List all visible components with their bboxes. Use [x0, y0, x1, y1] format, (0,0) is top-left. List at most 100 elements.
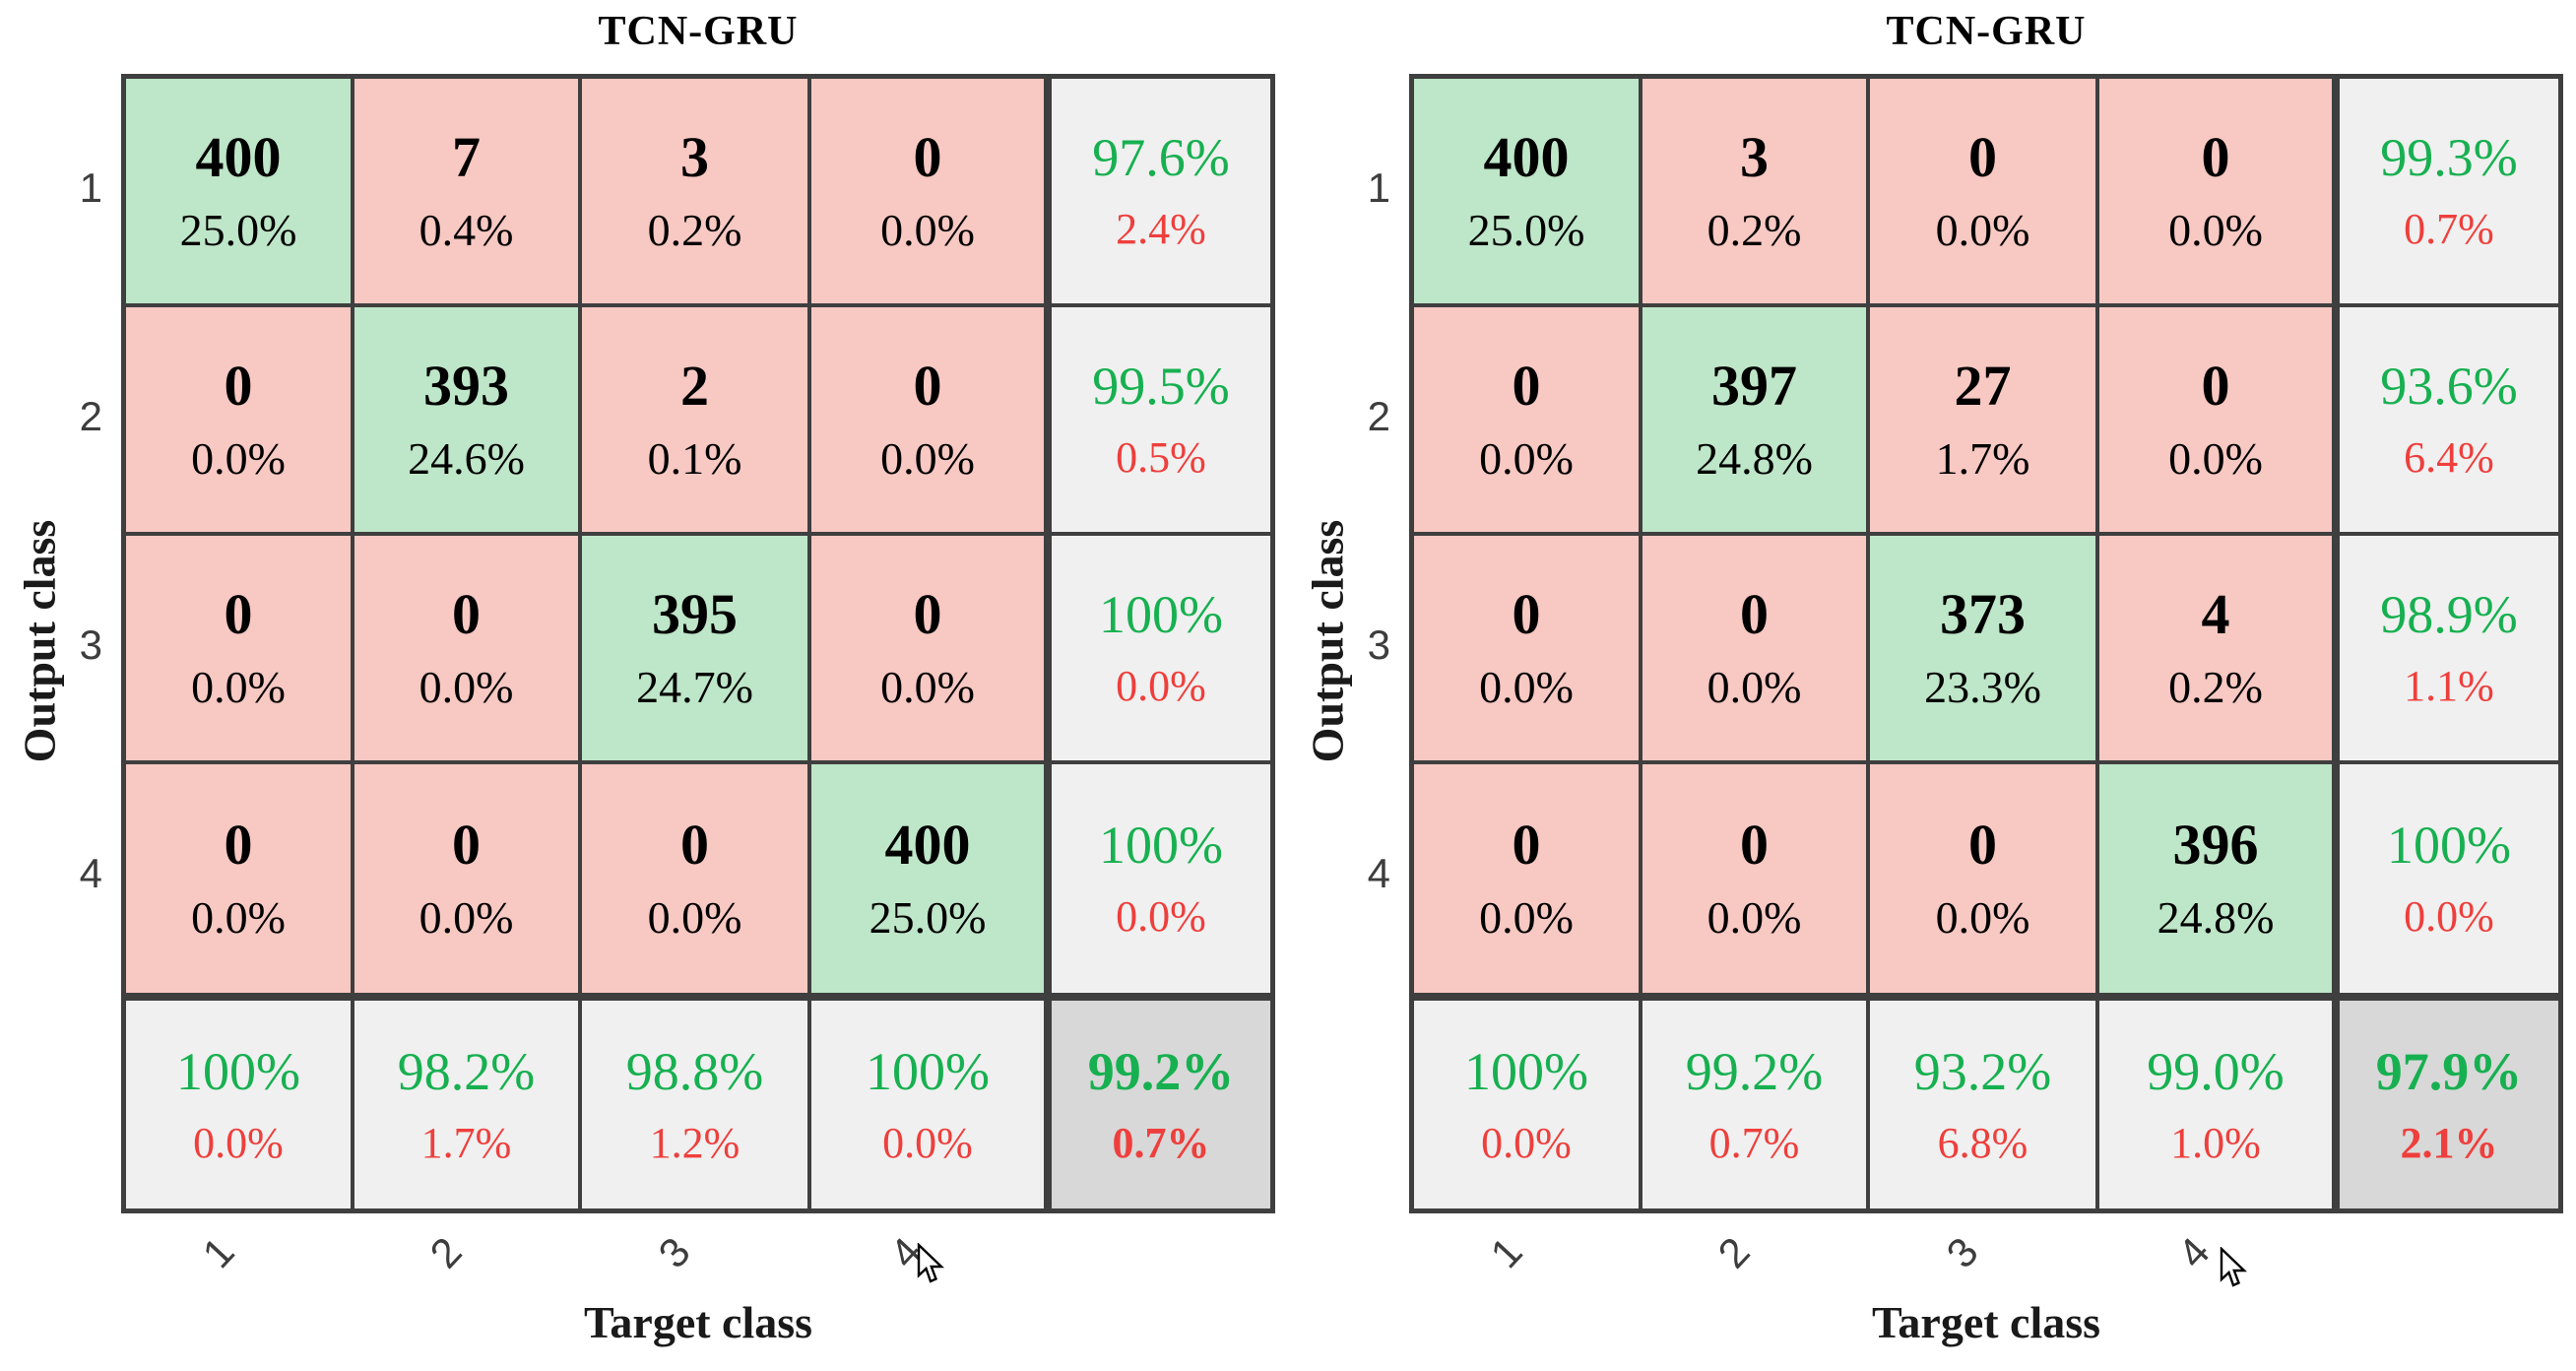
- matrix-cell: 0 0.0%: [2099, 79, 2332, 307]
- row-summary-cell: 99.3% 0.7%: [2332, 79, 2558, 307]
- cell-percent: 0.4%: [419, 205, 514, 255]
- col-summary-cell: 93.2% 6.8%: [1870, 993, 2099, 1208]
- row-summary-cell: 93.6% 6.4%: [2332, 307, 2558, 536]
- cell-percent: 0.0%: [1479, 892, 1574, 943]
- cell-count: 0: [1512, 582, 1541, 646]
- summary-green-percent: 98.9%: [2380, 585, 2518, 644]
- confusion-grid: 400 25.0% 3 0.2% 0 0.0% 0 0.0% 99.3% 0.7% 0 0.0% 397…: [1409, 74, 2563, 1213]
- cell-count: 0: [1968, 813, 1997, 877]
- x-axis-label: Target class: [583, 1297, 813, 1347]
- confusion-matrix-panel-right: TCN-GRU Output class Target class 1 2 3 4 1 2 3 4 4…: [1288, 0, 2576, 1371]
- cell-percent: 0.0%: [191, 433, 286, 484]
- cell-percent: 0.0%: [1479, 433, 1574, 484]
- cell-percent: 0.2%: [647, 205, 742, 255]
- summary-red-percent: 0.0%: [1116, 892, 1206, 941]
- cell-count: 0: [913, 125, 942, 189]
- cell-percent: 0.0%: [880, 662, 975, 712]
- matrix-cell: 0 0.0%: [811, 79, 1044, 307]
- cell-percent: 0.0%: [1935, 205, 2030, 255]
- x-axis-label: Target class: [1871, 1297, 2101, 1347]
- matrix-cell: 0 0.0%: [126, 764, 354, 993]
- summary-red-percent: 0.0%: [1481, 1118, 1572, 1167]
- y-tick-label: 2: [79, 393, 102, 439]
- y-tick-label: 1: [1367, 164, 1390, 211]
- cell-percent: 24.7%: [636, 662, 753, 712]
- chart-title: TCN-GRU: [1886, 9, 2087, 54]
- cell-count: 0: [1968, 125, 1997, 189]
- cell-percent: 24.8%: [1696, 433, 1813, 484]
- cell-count: 0: [2201, 354, 2230, 418]
- cell-percent: 0.0%: [1935, 892, 2030, 943]
- matrix-cell: 393 24.6%: [354, 307, 582, 536]
- matrix-cell: 3 0.2%: [1642, 79, 1870, 307]
- summary-red-percent: 6.8%: [1937, 1118, 2029, 1167]
- cell-count: 0: [224, 354, 253, 418]
- cell-count: 396: [2172, 813, 2259, 877]
- col-summary-cell: 98.2% 1.7%: [354, 993, 582, 1208]
- cell-count: 0: [1740, 582, 1769, 646]
- matrix-cell: 373 23.3%: [1870, 536, 2099, 764]
- matrix-cell: 0 0.0%: [1414, 764, 1642, 993]
- matrix-cell: 0 0.0%: [1414, 536, 1642, 764]
- overall-accuracy-cell: 99.2% 0.7%: [1044, 993, 1270, 1208]
- cell-percent: 23.3%: [1924, 662, 2041, 712]
- col-summary-cell: 99.2% 0.7%: [1642, 993, 1870, 1208]
- row-summary-cell: 100% 0.0%: [2332, 764, 2558, 993]
- summary-green-percent: 99.3%: [2380, 128, 2518, 187]
- summary-green-percent: 99.2%: [1685, 1041, 1824, 1101]
- matrix-cell: 2 0.1%: [582, 307, 811, 536]
- cell-percent: 0.0%: [880, 205, 975, 255]
- matrix-cell: 395 24.7%: [582, 536, 811, 764]
- matrix-cell: 0 0.0%: [811, 536, 1044, 764]
- cell-percent: 25.0%: [179, 205, 297, 255]
- summary-red-percent: 0.7%: [2404, 205, 2494, 253]
- cell-count: 0: [913, 354, 942, 418]
- matrix-cell: 0 0.0%: [582, 764, 811, 993]
- matrix-cell: 0 0.0%: [1642, 764, 1870, 993]
- summary-red-percent: 1.0%: [2170, 1118, 2261, 1167]
- summary-red-percent: 0.7%: [1708, 1118, 1800, 1167]
- cell-percent: 0.0%: [1707, 662, 1802, 712]
- row-summary-cell: 100% 0.0%: [1044, 764, 1270, 993]
- matrix-cell: 0 0.0%: [354, 764, 582, 993]
- row-summary-cell: 97.6% 2.4%: [1044, 79, 1270, 307]
- cell-percent: 0.0%: [1707, 892, 1802, 943]
- y-tick-label: 3: [1367, 621, 1390, 668]
- matrix-cell: 3 0.2%: [582, 79, 811, 307]
- cell-count: 3: [680, 125, 709, 189]
- summary-green-percent: 93.6%: [2380, 357, 2518, 416]
- summary-red-percent: 1.7%: [420, 1118, 512, 1167]
- summary-green-percent: 100%: [2387, 816, 2511, 875]
- matrix-cell: 0 0.0%: [2099, 307, 2332, 536]
- summary-red-percent: 6.4%: [2404, 433, 2494, 482]
- matrix-cell: 0 0.0%: [811, 307, 1044, 536]
- y-tick-label: 3: [79, 621, 102, 668]
- cell-count: 0: [2201, 125, 2230, 189]
- overall-accuracy-percent: 99.2%: [1087, 1041, 1235, 1101]
- cell-percent: 0.0%: [2168, 433, 2263, 484]
- summary-green-percent: 100%: [176, 1041, 300, 1101]
- row-summary-cell: 100% 0.0%: [1044, 536, 1270, 764]
- matrix-cell: 400 25.0%: [1414, 79, 1642, 307]
- matrix-cell: 7 0.4%: [354, 79, 582, 307]
- matrix-cell: 27 1.7%: [1870, 307, 2099, 536]
- matrix-cell: 0 0.0%: [354, 536, 582, 764]
- cell-percent: 25.0%: [1467, 205, 1585, 255]
- summary-green-percent: 98.2%: [397, 1041, 536, 1101]
- cell-percent: 0.0%: [2168, 205, 2263, 255]
- confusion-grid: 400 25.0% 7 0.4% 3 0.2% 0 0.0% 97.6% 2.4% 0 0.0% 393…: [121, 74, 1275, 1213]
- col-summary-cell: 100% 0.0%: [126, 993, 354, 1208]
- y-tick-label: 2: [1367, 393, 1390, 439]
- cell-percent: 0.0%: [191, 662, 286, 712]
- summary-red-percent: 1.2%: [649, 1118, 741, 1167]
- cell-count: 400: [884, 813, 971, 877]
- summary-green-percent: 93.2%: [1913, 1041, 2052, 1101]
- cell-percent: 0.0%: [880, 433, 975, 484]
- summary-red-percent: 0.0%: [1116, 662, 1206, 710]
- cell-percent: 0.1%: [647, 433, 742, 484]
- cell-count: 0: [1512, 354, 1541, 418]
- cell-percent: 24.6%: [408, 433, 525, 484]
- cell-percent: 24.8%: [2157, 892, 2275, 943]
- cell-count: 0: [452, 582, 481, 646]
- summary-green-percent: 99.5%: [1092, 357, 1230, 416]
